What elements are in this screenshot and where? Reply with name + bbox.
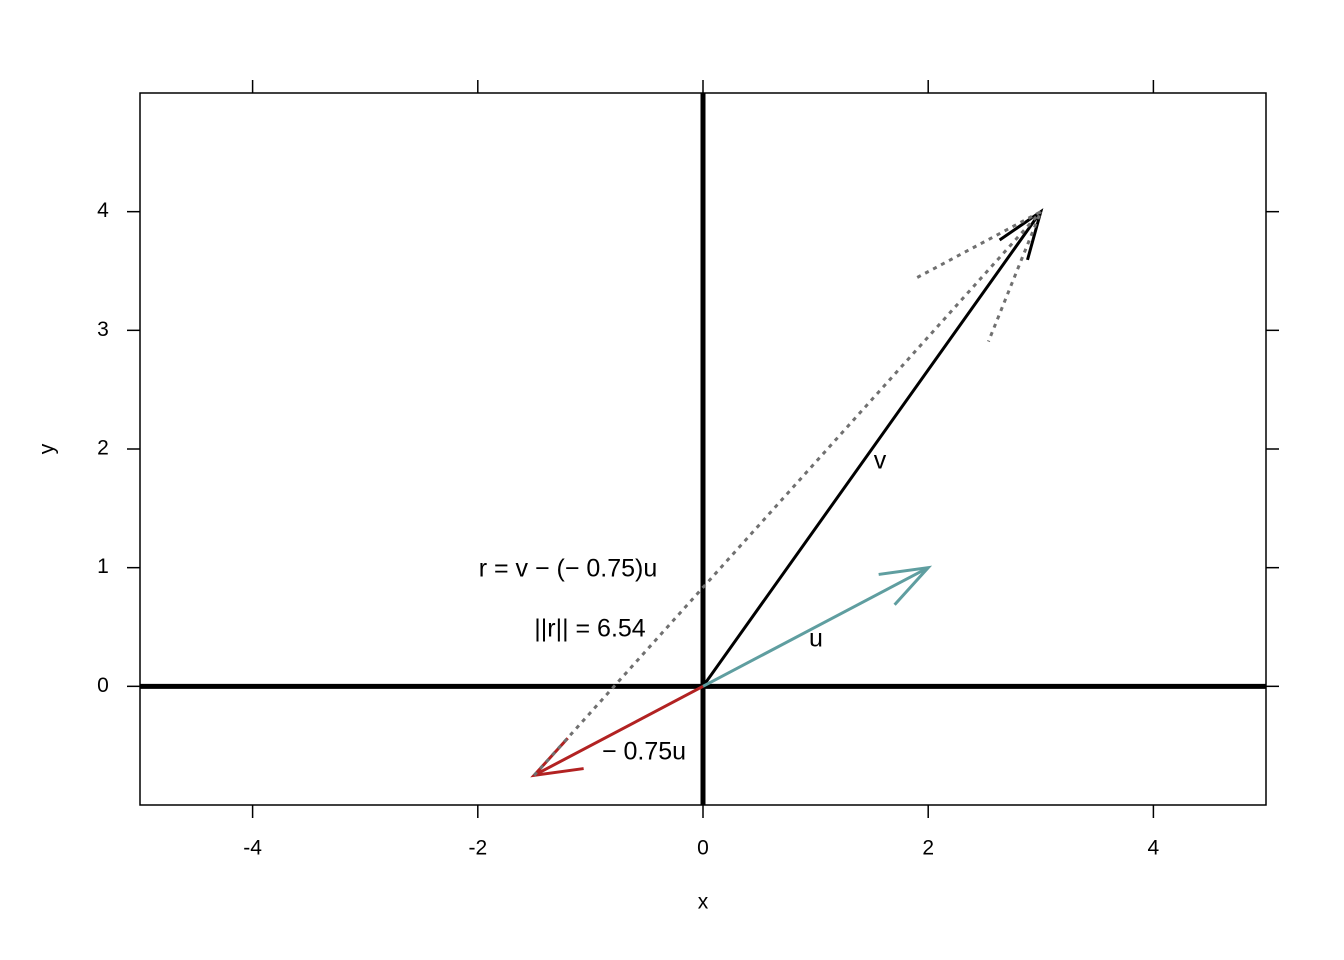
y-tick-label: 3 [97,318,109,341]
x-axis-label: x [698,891,709,914]
y-axis-label: y [36,443,59,454]
annotation: ||r|| = 6.54 [534,615,646,643]
x-tick-label: 4 [1148,837,1160,860]
vector-label: − 0.75u [602,738,686,766]
arrow-head [916,208,1044,343]
vector-shaft [702,566,929,688]
annotation: r = v − (− 0.75)u [479,555,658,583]
vector-shaft [701,210,1043,688]
y-tick-label: 4 [97,199,109,222]
x-tick-label: -2 [468,837,487,860]
arrow-head [878,565,933,606]
vector-shaft [532,210,1042,777]
x-tick-label: 2 [922,837,934,860]
y-tick-label: 0 [97,674,109,697]
vector-label: v [874,447,887,475]
y-tick-label: 2 [97,437,109,460]
x-tick-label: 0 [697,837,709,860]
vector-shaft [533,685,704,777]
y-tick-label: 1 [97,555,109,578]
x-tick-label: -4 [243,837,262,860]
vector-label: u [809,625,823,653]
